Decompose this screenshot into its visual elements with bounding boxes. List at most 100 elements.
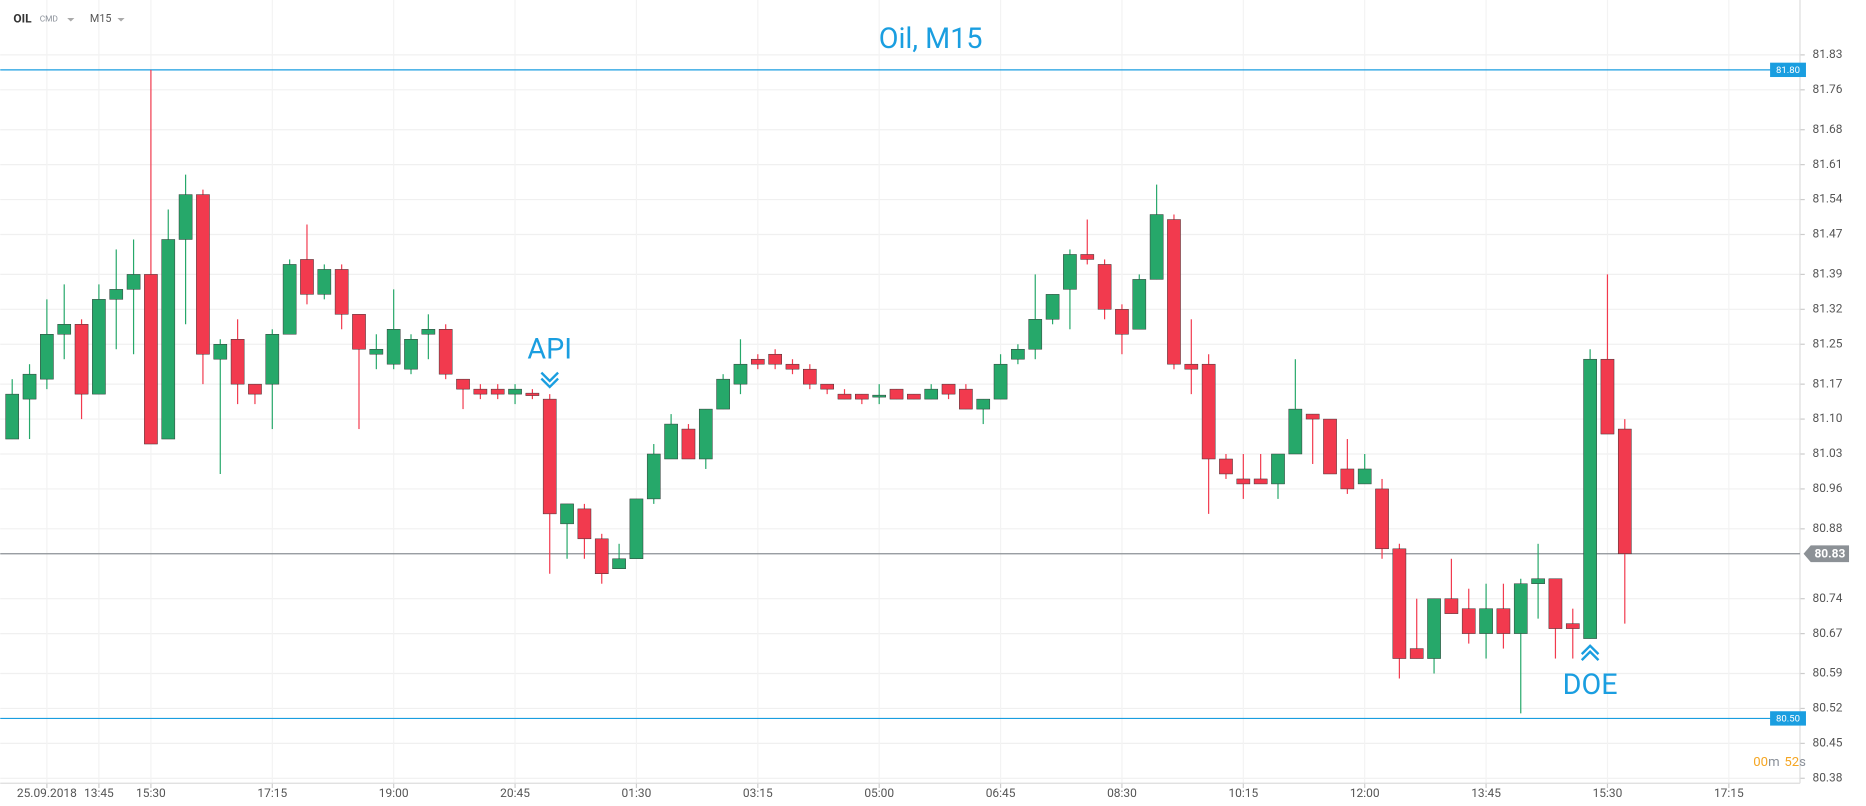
candle-body [941,383,956,395]
level-label: 81.80 [1776,65,1800,76]
y-tick-label: 81.10 [1813,411,1843,425]
x-tick-label: 05:00 [864,786,894,800]
candle-body [924,388,939,400]
candle-body [629,498,644,560]
arrow [1580,644,1600,661]
annotation: API [527,333,572,367]
y-tick-label: 80.96 [1813,481,1843,495]
candle-body [855,393,869,400]
candle-body [196,194,210,355]
candle-body [1357,468,1372,485]
candle-body [317,269,332,295]
levels-layer [0,69,1800,720]
candle-body [386,329,401,365]
candle-body [612,558,626,569]
candle-body [1427,598,1441,659]
candle-body [698,408,713,460]
timeframe[interactable]: M15 [90,12,111,25]
candle-body [1375,488,1389,550]
candle-body [959,388,973,410]
x-tick-label: 17:15 [1714,786,1744,800]
y-tick-label: 81.03 [1813,446,1843,460]
candle-body [1461,608,1476,634]
candle-body [1444,598,1459,614]
candle-body [1115,309,1129,335]
y-tick-label: 81.39 [1813,267,1843,281]
candle-body [525,392,540,396]
candle-body [1323,418,1337,475]
level-label: 80.50 [1776,714,1800,725]
price-label: 80.83 [1814,547,1845,561]
price-tag [1803,545,1850,563]
y-tick-label: 80.59 [1813,666,1843,680]
y-tick-label: 80.74 [1813,591,1843,605]
candle-body [1409,648,1424,659]
candle-body [1565,623,1580,629]
candle-body [369,348,384,355]
candle-body [768,353,782,365]
y-tick-label: 81.54 [1813,192,1843,206]
candle-body [1271,453,1285,485]
candle-body [1340,468,1355,490]
candle-body [1167,219,1181,365]
candle-body [907,393,921,400]
level-tag [1770,711,1806,726]
candle-body [577,508,592,540]
candle-body [1548,578,1563,629]
candle-body [40,334,54,380]
candle-body [178,194,193,240]
candle-body [1045,294,1060,320]
candle-body [404,339,418,370]
y-tick-label: 81.47 [1813,227,1843,241]
candle-body [1063,254,1077,290]
candle-body [1132,279,1147,330]
candle-body [421,329,436,335]
candle-body [230,339,245,385]
candle-body [1479,608,1493,634]
x-tick-label: 19:00 [379,786,409,800]
candle-body [1253,478,1268,485]
y-tick-label: 81.32 [1813,301,1843,315]
labels-layer: 81.83 81.76 81.68 81.61 81.54 81.47 81.39 81.32… [17,47,1850,800]
x-tick-label: 15:30 [136,786,166,800]
candle-body [681,428,696,460]
market[interactable]: CMD [40,14,58,24]
candle-body [490,388,505,395]
candle-body [144,274,158,445]
candle-body [993,363,1008,400]
candle-body [213,344,228,360]
candle-body [1011,348,1025,360]
candle-body [5,393,20,440]
candle-body [57,324,72,335]
y-tick-label: 81.76 [1813,82,1843,96]
caret[interactable] [67,17,75,22]
x-tick-label: 17:15 [257,786,287,800]
level-tag [1770,62,1806,78]
candle-body [560,503,574,525]
candle-body [282,264,297,335]
candle-body [976,398,991,410]
timer-unit: s [1799,755,1806,770]
x-tick-label: 15:30 [1593,786,1623,800]
candle-body [1288,408,1303,455]
candle-body [265,334,280,385]
caret[interactable] [117,17,125,22]
candle-body [1583,358,1597,639]
candle-body [1097,264,1112,310]
candle-body [820,383,834,390]
x-tick-label: 01:30 [622,786,652,800]
candle-body [594,538,609,574]
candle-body [508,388,522,395]
grid-layer [0,0,1805,789]
y-tick-label: 80.88 [1813,521,1843,535]
symbol[interactable]: OIL [13,11,32,25]
arrow [540,371,559,389]
candle-body [1617,428,1632,555]
toolbar[interactable]: OIL CMD M15 [13,11,125,25]
candle-body [716,378,730,410]
timer-minutes: 00 [1753,755,1768,770]
y-tick-label: 80.67 [1813,626,1843,640]
candle-body [1184,363,1199,370]
candle-body [803,368,817,385]
x-tick-label: 08:30 [1107,786,1137,800]
